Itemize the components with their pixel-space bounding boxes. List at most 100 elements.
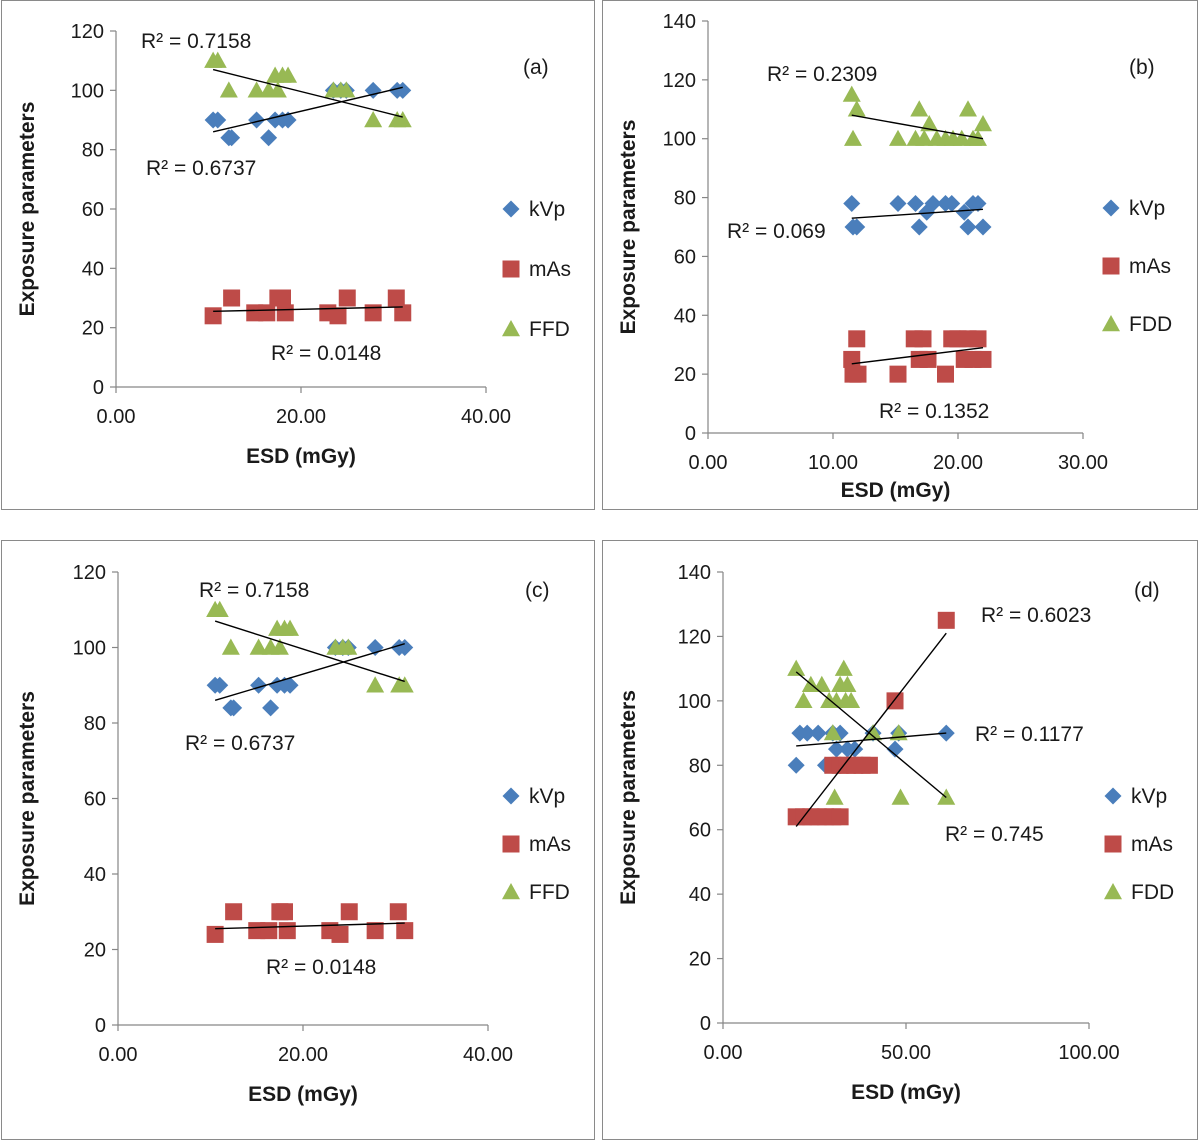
y-tick-label: 100	[71, 80, 104, 102]
panel-label: (b)	[1129, 56, 1155, 79]
x-tick-label: 0.00	[689, 452, 728, 474]
ffd-r2-label: R² = 0.7158	[141, 30, 251, 53]
fdd-point	[823, 724, 842, 741]
kvp-point	[827, 740, 845, 758]
series-mAs	[787, 611, 955, 826]
kvp-point	[787, 756, 805, 774]
y-tick-label: 100	[678, 691, 711, 713]
ffd-point	[364, 111, 383, 128]
kvp-trendline	[214, 643, 405, 702]
kvp-point	[969, 194, 987, 212]
kvp-point	[223, 129, 241, 147]
kvp-point	[910, 218, 928, 236]
kvp-point	[924, 194, 942, 212]
y-tick-label: 20	[689, 949, 711, 971]
legend-kvp-marker	[1102, 199, 1120, 217]
fdd-point	[920, 115, 939, 132]
scatter-chart-d: 0 20 40 60 80 100 120 140 0.00 50.00 100.00 ESD (mG…	[617, 562, 1174, 1104]
kvp-trendline	[212, 86, 403, 133]
ffd-trendline	[214, 620, 405, 683]
fdd-trendline	[795, 671, 947, 799]
mas-point	[937, 611, 955, 629]
legend-fdd-marker	[1102, 315, 1120, 332]
fdd-r2-label: R² = 0.6023	[981, 604, 1091, 627]
legend: kVp mAs FDD	[1104, 785, 1174, 904]
kvp-point	[886, 740, 904, 758]
kvp-point	[250, 676, 268, 694]
chart-panel-c: 0 20 40 60 80 100 120 0.00 20.00 40.00 ESD (mGy) Ex…	[1, 540, 595, 1140]
y-tick-label: 80	[689, 755, 711, 777]
legend-fdd-label: FDD	[1131, 881, 1174, 904]
ffd-point	[208, 51, 227, 68]
y-tick-label: 40	[82, 258, 104, 280]
fdd-point	[842, 85, 861, 102]
ffd-point	[337, 81, 356, 98]
scatter-chart-c: 0 20 40 60 80 100 120 0.00 20.00 40.00 ESD (mGy) Ex…	[16, 562, 571, 1106]
x-tick-label: 0.00	[97, 406, 136, 428]
kvp-point	[262, 699, 280, 717]
legend-fdd-marker	[1104, 883, 1122, 900]
legend-mas-label: mAs	[529, 833, 571, 856]
x-tick-label: 20.00	[933, 452, 983, 474]
fdd-point	[842, 691, 861, 709]
x-tick-label: 10.00	[808, 452, 858, 474]
mas-point	[396, 922, 414, 940]
series-FFD	[204, 51, 412, 128]
kvp-point	[955, 203, 973, 221]
fdd-point	[844, 129, 862, 146]
mas-point	[274, 289, 291, 307]
series-kVp	[843, 194, 992, 236]
y-tick-label: 0	[685, 423, 696, 445]
legend-ffd-marker	[502, 320, 520, 337]
y-tick-label: 80	[84, 713, 106, 735]
mas-point	[831, 808, 849, 826]
legend-ffd-label: FFD	[529, 881, 570, 904]
x-tick-label: 0.00	[99, 1044, 138, 1066]
fdd-point	[812, 675, 831, 692]
kvp-point	[843, 194, 861, 212]
fdd-r2-label: R² = 0.2309	[767, 63, 877, 86]
kvp-point	[211, 676, 229, 694]
fdd-point	[787, 659, 806, 676]
fdd-point	[834, 659, 853, 676]
kvp-point	[209, 111, 227, 129]
kvp-r2-label: R² = 0.6737	[185, 732, 295, 755]
mas-point	[389, 903, 407, 921]
mas-point	[329, 307, 347, 325]
mas-point	[849, 365, 867, 383]
x-tick-label: 50.00	[881, 1042, 931, 1064]
mas-trendline	[213, 306, 403, 313]
kvp-point	[974, 218, 992, 236]
legend-kvp-marker	[502, 200, 520, 218]
y-tick-label: 60	[84, 789, 106, 811]
legend-fdd-label: FDD	[1129, 313, 1172, 336]
fdd-point	[794, 691, 813, 709]
legend-mas-marker	[502, 260, 520, 278]
x-axis-title: ESD (mGy)	[248, 1083, 358, 1106]
kvp-point	[907, 194, 924, 212]
kvp-point	[364, 81, 382, 99]
fdd-point	[838, 675, 857, 692]
chart-panel-a: 0 20 40 60 80 100 120 0.00 20.00 40.00 ESD (mGy) Ex…	[1, 0, 595, 510]
x-tick-label: 100.00	[1058, 1042, 1119, 1064]
y-tick-label: 100	[663, 129, 696, 151]
ffd-point	[221, 638, 240, 655]
fdd-point	[864, 724, 883, 741]
fdd-trendline	[851, 114, 984, 140]
kvp-point	[248, 111, 266, 129]
ffd-point	[366, 676, 385, 693]
y-axis-title: Exposure parameters	[16, 691, 39, 906]
legend-kvp-label: kVp	[529, 198, 565, 221]
legend: kVp mAs FFD	[502, 198, 571, 341]
ffd-point	[279, 66, 298, 83]
scatter-chart-a: 0 20 40 60 80 100 120 0.00 20.00 40.00 ESD (mGy) Ex…	[16, 21, 571, 468]
mas-point	[394, 304, 412, 322]
kvp-point	[394, 81, 412, 99]
y-tick-label: 80	[674, 188, 696, 210]
y-tick-label: 60	[689, 820, 711, 842]
kvp-point	[937, 724, 955, 742]
y-tick-label: 120	[678, 626, 711, 648]
mas-point	[223, 289, 241, 307]
x-tick-label: 20.00	[276, 406, 326, 428]
y-tick-label: 140	[663, 11, 696, 33]
